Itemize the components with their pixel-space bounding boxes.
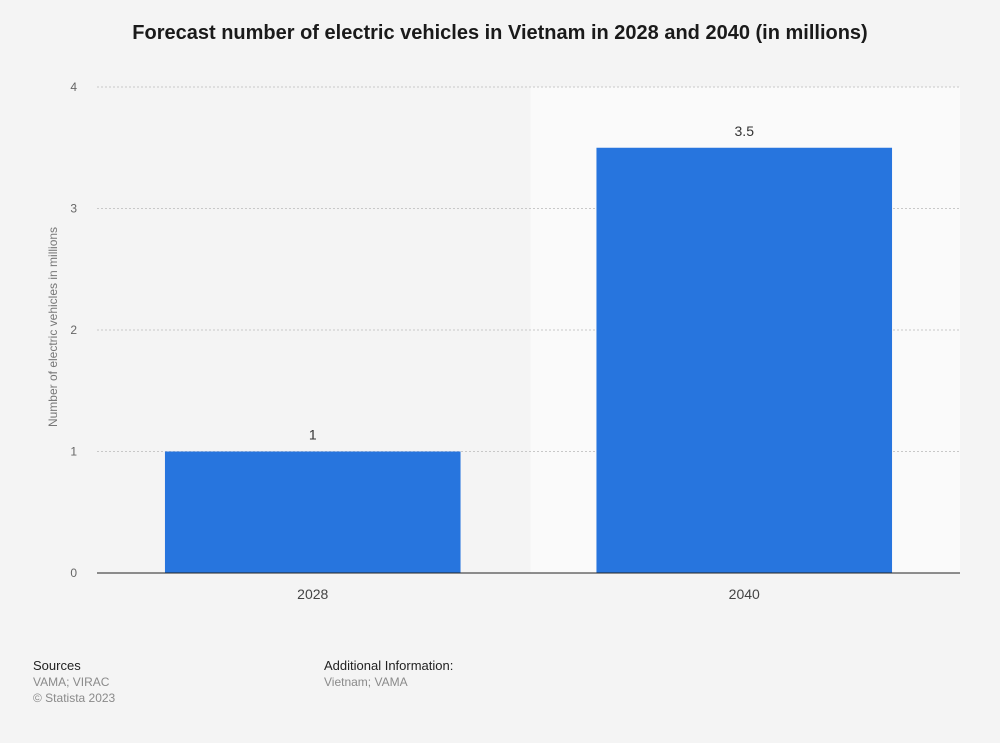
bar-2028 bbox=[164, 451, 461, 573]
x-tick-label: 2040 bbox=[729, 586, 760, 602]
bar-value-label: 1 bbox=[309, 427, 317, 443]
additional-info-section: Additional Information: Vietnam; VAMA bbox=[324, 658, 453, 690]
bar-2040 bbox=[596, 147, 893, 573]
additional-info-heading: Additional Information: bbox=[324, 658, 454, 673]
y-tick-label: 3 bbox=[70, 202, 77, 216]
chart-title: Forecast number of electric vehicles in … bbox=[132, 22, 868, 44]
y-tick-label: 0 bbox=[70, 566, 77, 580]
copyright-text: © Statista 2023 bbox=[33, 691, 116, 705]
y-tick-label: 4 bbox=[70, 80, 77, 94]
y-tick-label: 2 bbox=[70, 323, 77, 337]
y-tick-label: 1 bbox=[70, 445, 77, 459]
sources-heading: Sources bbox=[33, 658, 81, 673]
additional-info-text: Vietnam; VAMA bbox=[324, 675, 408, 689]
x-tick-label: 2028 bbox=[297, 586, 328, 602]
sources-text: VAMA; VIRAC bbox=[33, 675, 110, 689]
bar-value-label: 3.5 bbox=[735, 123, 755, 139]
sources-section: Sources VAMA; VIRAC © Statista 2023 bbox=[33, 658, 115, 706]
y-axis-title: Number of electric vehicles in millions bbox=[46, 227, 60, 427]
